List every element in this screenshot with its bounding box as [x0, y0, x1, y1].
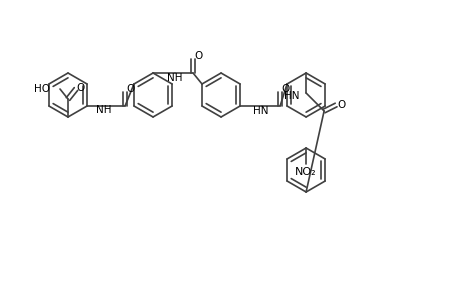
- Text: O: O: [126, 84, 134, 94]
- Text: NO₂: NO₂: [295, 167, 316, 177]
- Text: O: O: [194, 51, 202, 61]
- Text: NH: NH: [167, 73, 182, 83]
- Text: O: O: [280, 84, 289, 94]
- Text: HO: HO: [34, 84, 50, 94]
- Text: HN: HN: [253, 106, 268, 116]
- Text: O: O: [336, 100, 345, 110]
- Text: O: O: [77, 83, 85, 93]
- Text: HN: HN: [284, 91, 299, 101]
- Text: NH: NH: [96, 105, 112, 115]
